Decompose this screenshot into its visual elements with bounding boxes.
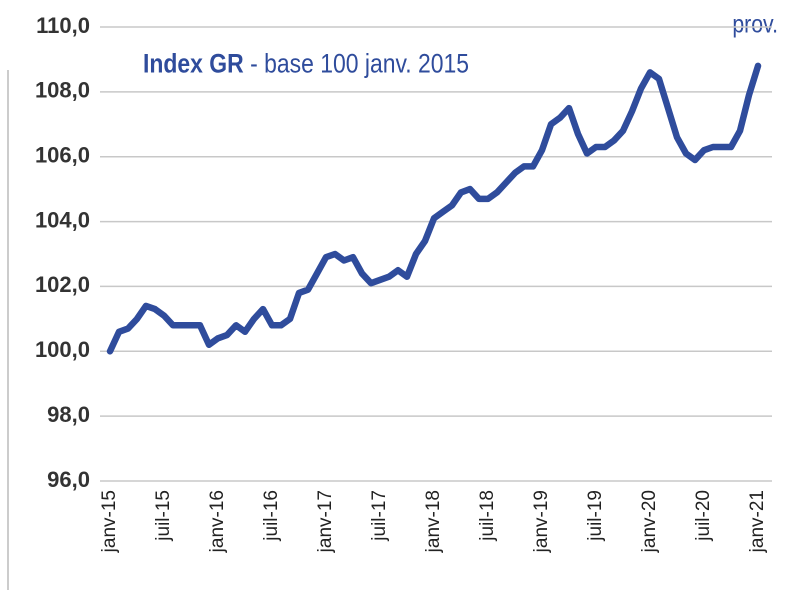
chart-title: Index GR - base 100 janv. 2015 (143, 48, 469, 78)
y-tick-label: 96,0 (47, 467, 90, 492)
y-tick-label: 98,0 (47, 402, 90, 427)
y-tick-label: 108,0 (35, 78, 90, 103)
y-tick-label: 104,0 (35, 207, 90, 232)
y-tick-label: 110,0 (36, 13, 90, 38)
x-tick-label: janv-19 (531, 490, 552, 553)
title-rest: - base 100 janv. 2015 (250, 48, 469, 78)
x-tick-label: juil-15 (153, 490, 174, 542)
data-line (106, 62, 762, 355)
x-tick-label: juil-19 (585, 490, 606, 542)
y-tick-label: 100,0 (35, 337, 90, 362)
x-tick-label: janv-17 (315, 490, 336, 553)
x-tick-label: janv-20 (639, 490, 660, 553)
x-tick-label: janv-18 (423, 490, 444, 553)
annotation: prov. (732, 10, 778, 38)
y-tick-label: 106,0 (35, 143, 90, 168)
x-tick-label: juil-20 (693, 490, 714, 542)
title-bold: Index GR (143, 48, 244, 78)
x-tick-label: janv-16 (207, 490, 228, 553)
x-tick-label: janv-21 (747, 490, 768, 553)
y-tick-label: 102,0 (35, 272, 90, 297)
x-tick-label: janv-15 (99, 490, 120, 553)
x-tick-label: juil-18 (477, 490, 498, 542)
x-tick-label: juil-17 (369, 490, 390, 542)
x-tick-label: juil-16 (261, 490, 282, 542)
